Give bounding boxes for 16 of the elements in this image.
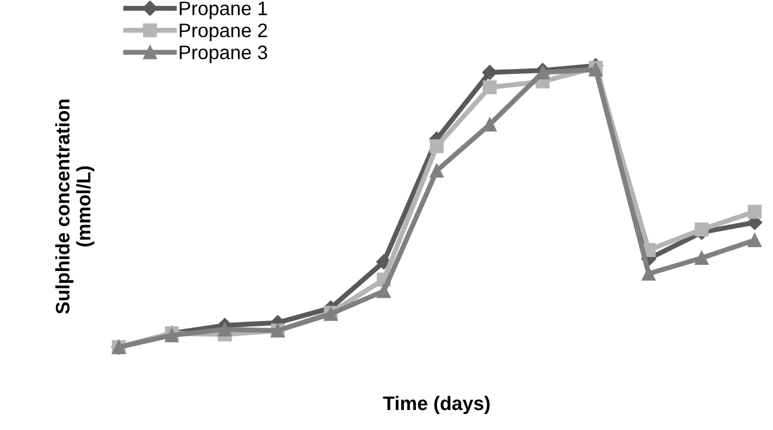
x-axis-title: Time (days) <box>383 396 490 414</box>
point <box>376 284 391 298</box>
point <box>642 266 656 281</box>
point <box>430 164 444 178</box>
y-axis-title: Sulphide concentration (mmol/L) <box>55 100 94 314</box>
legend-label: Propane 1 <box>180 2 267 20</box>
point <box>482 80 497 94</box>
point <box>218 322 232 336</box>
legend-label: Propane 2 <box>180 24 267 42</box>
legend-label: Propane 3 <box>180 46 268 64</box>
point <box>748 233 762 248</box>
point <box>694 250 709 265</box>
point <box>430 139 444 154</box>
point <box>482 64 498 80</box>
point <box>748 204 762 219</box>
point <box>694 222 709 236</box>
